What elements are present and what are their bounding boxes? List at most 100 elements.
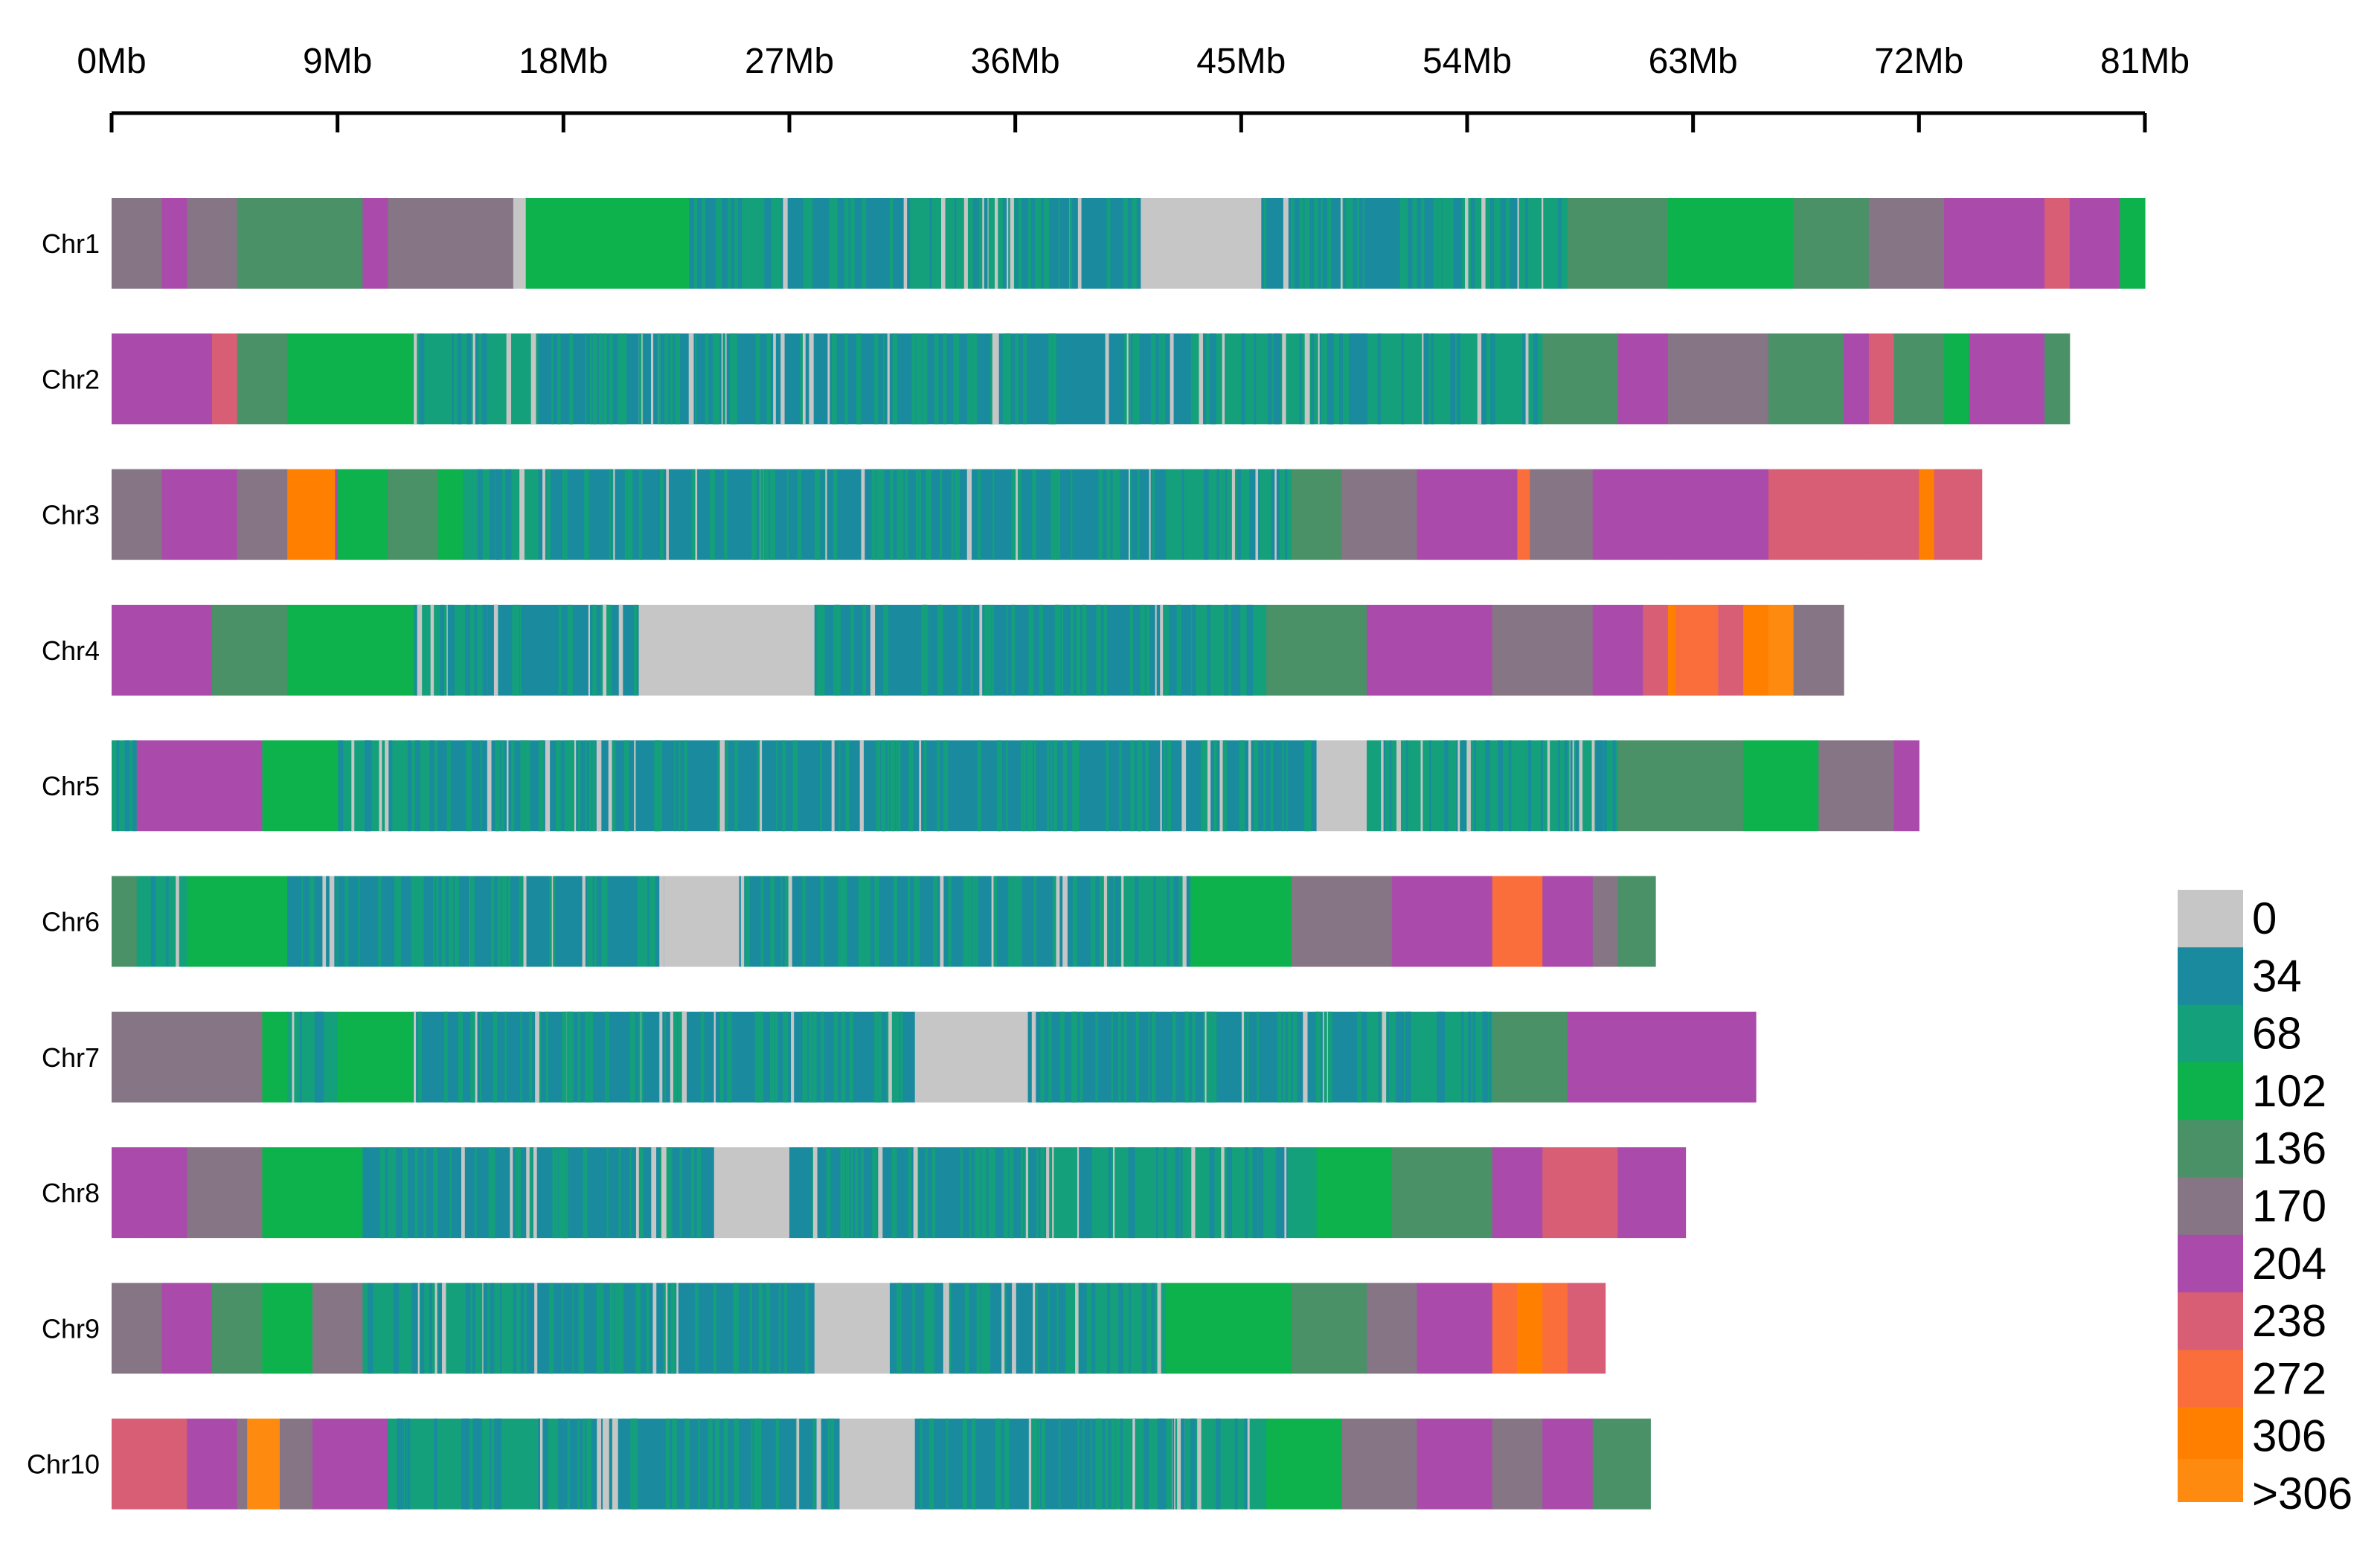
density-stripe	[972, 876, 975, 967]
density-stripe	[637, 876, 643, 967]
density-segment	[1542, 1418, 1594, 1510]
density-stripe	[1021, 740, 1024, 832]
density-stripe	[1536, 333, 1539, 425]
density-stripe	[1270, 740, 1274, 832]
density-segment	[1592, 604, 1643, 696]
density-stripe	[1141, 1283, 1146, 1374]
density-stripe	[1362, 198, 1364, 289]
density-stripe	[1378, 1011, 1381, 1103]
density-segment	[1667, 198, 1794, 289]
density-stripe	[468, 740, 472, 832]
density-segment	[839, 1418, 916, 1510]
density-stripe	[1339, 333, 1343, 425]
density-stripe	[365, 740, 371, 832]
density-stripe	[1156, 1147, 1158, 1239]
density-stripe	[998, 740, 1002, 832]
density-stripe	[835, 604, 841, 696]
density-stripe	[582, 876, 586, 967]
density-stripe	[487, 740, 492, 832]
density-stripe	[1525, 198, 1528, 289]
density-stripe	[949, 1283, 952, 1374]
density-stripe	[1137, 740, 1141, 832]
density-stripe	[1349, 333, 1351, 425]
density-stripe	[895, 740, 897, 832]
density-stripe	[1316, 1011, 1321, 1103]
legend-label: 34	[2252, 951, 2302, 1001]
density-stripe	[1510, 198, 1515, 289]
density-stripe	[583, 1418, 586, 1510]
density-stripe	[565, 740, 568, 832]
density-segment	[914, 1418, 1117, 1510]
density-segment	[538, 469, 664, 560]
density-segment	[1190, 876, 1292, 967]
density-stripe	[1132, 1147, 1135, 1239]
density-segment	[161, 1283, 213, 1374]
density-segment	[1667, 604, 1676, 696]
density-stripe	[1109, 469, 1111, 560]
chromosome-label: Chr9	[42, 1313, 100, 1344]
density-stripe	[501, 876, 507, 967]
density-stripe	[414, 1147, 418, 1239]
density-stripe	[299, 1011, 302, 1103]
density-segment	[1868, 333, 1895, 425]
density-segment	[312, 1418, 388, 1510]
density-stripe	[659, 469, 663, 560]
density-stripe	[1236, 604, 1241, 696]
density-stripe	[1041, 1418, 1046, 1510]
density-stripe	[494, 1011, 498, 1103]
density-stripe	[760, 876, 764, 967]
density-stripe	[962, 1418, 968, 1510]
density-stripe	[1160, 740, 1162, 832]
density-stripe	[1236, 469, 1241, 560]
density-stripe	[1241, 740, 1245, 832]
density-segment	[488, 604, 640, 696]
x-axis-tick-label: 27Mb	[745, 42, 834, 81]
density-stripe	[555, 1147, 558, 1239]
density-stripe	[695, 333, 697, 425]
density-stripe	[991, 604, 994, 696]
density-stripe	[1158, 333, 1161, 425]
chromosome-label: Chr5	[42, 771, 100, 801]
density-stripe	[638, 1011, 641, 1103]
density-stripe	[1091, 1283, 1094, 1374]
density-stripe	[474, 604, 478, 696]
density-stripe	[1433, 198, 1438, 289]
density-stripe	[710, 469, 715, 560]
density-stripe	[719, 1011, 724, 1103]
density-stripe	[1106, 198, 1111, 289]
density-stripe	[900, 1011, 902, 1103]
density-stripe	[833, 1011, 838, 1103]
density-stripe	[368, 1283, 373, 1374]
density-stripe	[845, 740, 850, 832]
density-stripe	[1327, 198, 1332, 289]
density-stripe	[708, 1418, 713, 1510]
density-stripe	[569, 333, 574, 425]
density-stripe	[613, 469, 615, 560]
density-stripe	[469, 333, 471, 425]
density-stripe	[423, 1147, 427, 1239]
density-segment	[1492, 604, 1594, 696]
density-stripe	[1175, 1147, 1180, 1239]
density-stripe	[908, 740, 914, 832]
density-stripe	[458, 333, 462, 425]
density-stripe	[1096, 604, 1101, 696]
density-stripe	[520, 1011, 522, 1103]
density-stripe	[670, 1011, 673, 1103]
density-stripe	[891, 1147, 897, 1239]
density-stripe	[1095, 876, 1100, 967]
density-segment	[112, 1147, 138, 1239]
density-stripe	[1076, 604, 1081, 696]
density-stripe	[1136, 333, 1140, 425]
density-stripe	[1381, 740, 1384, 832]
density-stripe	[812, 1011, 817, 1103]
density-stripe	[1468, 1011, 1472, 1103]
density-stripe	[1027, 198, 1031, 289]
density-stripe	[1090, 1418, 1092, 1510]
density-stripe	[491, 469, 495, 560]
density-stripe	[538, 740, 543, 832]
density-stripe	[1249, 469, 1255, 560]
density-stripe	[1285, 469, 1288, 560]
density-stripe	[570, 740, 574, 832]
density-stripe	[684, 1418, 690, 1510]
density-stripe	[1082, 1418, 1085, 1510]
